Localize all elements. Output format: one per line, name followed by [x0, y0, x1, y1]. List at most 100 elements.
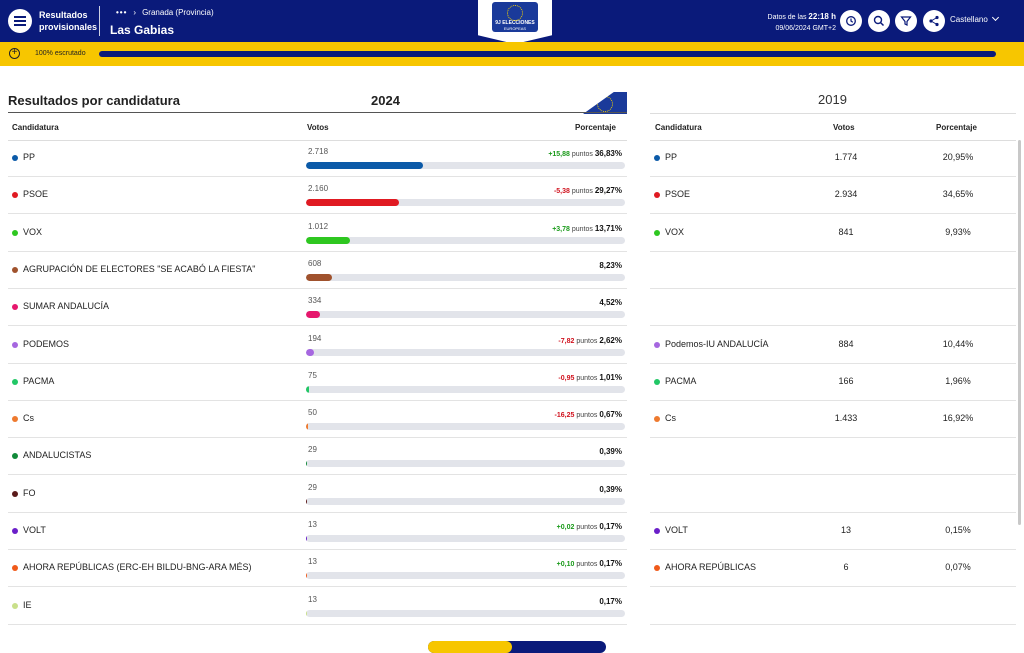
- party-color-dot: [12, 416, 18, 423]
- vote-bar-fill: [306, 311, 321, 319]
- vote-bar-fill: [306, 385, 310, 393]
- table-row[interactable]: AHORA REPÚBLICAS (ERC-EH BILDU-BNG-ARA M…: [0, 550, 1024, 588]
- table-row[interactable]: ANDALUCISTAS 29 0,39%: [0, 438, 1024, 476]
- party-change: -16,25: [554, 412, 575, 420]
- table-row[interactable]: AGRUPACIÓN DE ELECTORES "SE ACABÓ LA FIE…: [0, 252, 1024, 289]
- party-votes: 13: [308, 594, 317, 604]
- table-row[interactable]: PP 2.718 +15,88 puntos 36,83% PP 1.774 20,95%: [0, 140, 1024, 177]
- vote-bar-track: [306, 273, 625, 281]
- points-word: puntos: [576, 337, 598, 345]
- table-row[interactable]: PODEMOS 194 -7,82 puntos 2,62% Podemos-IU A…: [0, 327, 1024, 364]
- points-word: puntos: [576, 412, 598, 420]
- scrutiny-label: 100% escrutado: [35, 50, 86, 57]
- vote-bar-fill: [306, 273, 333, 281]
- table-row[interactable]: VOLT 13 +0,02 puntos 0,17% VOLT 13 0,15%: [0, 513, 1024, 550]
- vote-bar-track: [306, 162, 625, 169]
- table-row[interactable]: PSOE 2.160 -5,38 puntos 29,27% PSOE 2.934 34,…: [0, 177, 1024, 215]
- vote-bar-track: [306, 385, 625, 393]
- title-underline: [8, 112, 627, 113]
- party-percentage: +3,78 puntos 13,71%: [552, 223, 622, 233]
- row-divider-2019: [650, 362, 1016, 364]
- top-bar: Resultados provisionales ••• › Granada (…: [0, 0, 1024, 44]
- party-color-dot-2019: [654, 416, 660, 423]
- party-percentage: +0,10 puntos 0,17%: [556, 559, 622, 569]
- party-change: -0,95: [558, 374, 575, 382]
- party-name: FO: [23, 487, 36, 498]
- party-color-dot: [12, 490, 18, 497]
- menu-icon[interactable]: [8, 9, 32, 33]
- vote-bar-fill: [306, 535, 307, 542]
- party-votes-2019: 1.774: [834, 152, 858, 162]
- vote-bar-track: [306, 348, 625, 356]
- logo-badge: 9J ELECCIONES EUROPEAS: [492, 2, 538, 32]
- party-change: +15,88: [548, 151, 570, 158]
- party-name: SUMAR ANDALUCÍA: [23, 301, 110, 312]
- vote-bar-fill: [306, 236, 350, 244]
- eu-flag-icon: [583, 92, 627, 114]
- party-name-2019: PP: [665, 152, 678, 162]
- row-divider-2019: [650, 325, 1016, 327]
- party-name: VOLT: [23, 525, 46, 535]
- chevron-down-icon: [991, 13, 999, 22]
- scrutiny-bar: [99, 51, 996, 57]
- header-line: [8, 140, 627, 141]
- expand-plus-icon[interactable]: +: [9, 48, 20, 59]
- row-divider: [8, 213, 627, 215]
- table-row[interactable]: SUMAR ANDALUCÍA 334 4,52%: [0, 289, 1024, 327]
- year-previous: 2019: [818, 92, 847, 107]
- search-icon[interactable]: [868, 10, 890, 32]
- party-color-dot: [12, 341, 18, 348]
- breadcrumb-more[interactable]: •••: [116, 8, 128, 17]
- party-color-dot: [12, 229, 18, 236]
- party-color-dot-2019: [654, 155, 660, 161]
- row-divider-2019: [650, 623, 1016, 625]
- row-divider: [8, 362, 627, 364]
- eu-stars-icon: [507, 5, 523, 21]
- party-name-2019: PACMA: [665, 375, 697, 386]
- language-selector[interactable]: Castellano: [950, 13, 999, 24]
- col-header-candidatura: Candidatura: [12, 123, 59, 132]
- row-divider: [8, 250, 627, 252]
- vote-bar-track: [306, 311, 625, 319]
- history-icon[interactable]: [840, 10, 862, 32]
- party-votes: 334: [308, 296, 322, 306]
- row-divider: [8, 586, 627, 588]
- scrollbar[interactable]: [1018, 140, 1021, 525]
- vote-bar-fill: [306, 497, 308, 505]
- party-color-dot: [12, 602, 18, 609]
- row-divider: [8, 437, 627, 439]
- divider: [99, 6, 100, 36]
- breadcrumb-parent[interactable]: Granada (Provincia): [142, 8, 214, 17]
- breadcrumb: ••• › Granada (Provincia): [116, 8, 214, 17]
- table-row[interactable]: FO 29 0,39%: [0, 476, 1024, 513]
- page-title: Las Gabias: [110, 23, 175, 37]
- filter-icon[interactable]: [895, 10, 917, 32]
- table-row[interactable]: PACMA 75 -0,95 puntos 1,01% PACMA 166 1,96%: [0, 364, 1024, 401]
- row-divider-2019: [650, 399, 1016, 401]
- row-divider: [8, 623, 627, 625]
- table-row[interactable]: IE 13 0,17%: [0, 588, 1024, 625]
- party-votes: 50: [308, 408, 317, 418]
- col-header-votos-2019: Votos: [833, 123, 855, 132]
- vote-bar-fill: [306, 348, 315, 356]
- party-change: -5,38: [553, 188, 570, 196]
- party-votes-2019: 2.934: [834, 189, 858, 200]
- party-name-2019: VOX: [665, 226, 685, 237]
- row-divider: [8, 474, 627, 476]
- row-divider: [8, 176, 627, 177]
- party-percentage-2019: 9,93%: [945, 226, 971, 237]
- party-percentage: 8,23%: [599, 260, 622, 270]
- row-divider-2019: [650, 250, 1016, 252]
- party-name-2019: Podemos-IU ANDALUCÍA: [665, 338, 769, 349]
- bottom-toggle[interactable]: [428, 641, 606, 653]
- party-color-dot: [12, 528, 18, 534]
- title-underline-2019: [650, 113, 1016, 114]
- table-row[interactable]: VOX 1.012 +3,78 puntos 13,71% VOX 841 9,93%: [0, 215, 1024, 252]
- share-icon[interactable]: [923, 10, 945, 32]
- breadcrumb-separator: ›: [133, 8, 137, 17]
- party-color-dot-2019: [654, 528, 660, 534]
- party-name: Cs: [23, 413, 34, 424]
- vote-bar-fill: [306, 609, 307, 617]
- party-change: +0,02: [556, 524, 575, 531]
- table-row[interactable]: Cs 50 -16,25 puntos 0,67% Cs 1.433 16,92%: [0, 401, 1024, 439]
